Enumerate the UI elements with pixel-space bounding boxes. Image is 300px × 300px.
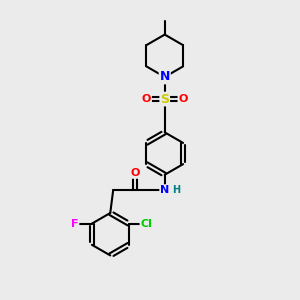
Text: O: O — [142, 94, 151, 104]
Text: F: F — [71, 219, 79, 229]
Text: N: N — [160, 185, 169, 195]
Text: Cl: Cl — [140, 219, 152, 229]
Text: N: N — [160, 70, 170, 83]
Text: O: O — [178, 94, 188, 104]
Text: S: S — [160, 93, 169, 106]
Text: O: O — [130, 168, 140, 178]
Text: H: H — [172, 185, 180, 195]
